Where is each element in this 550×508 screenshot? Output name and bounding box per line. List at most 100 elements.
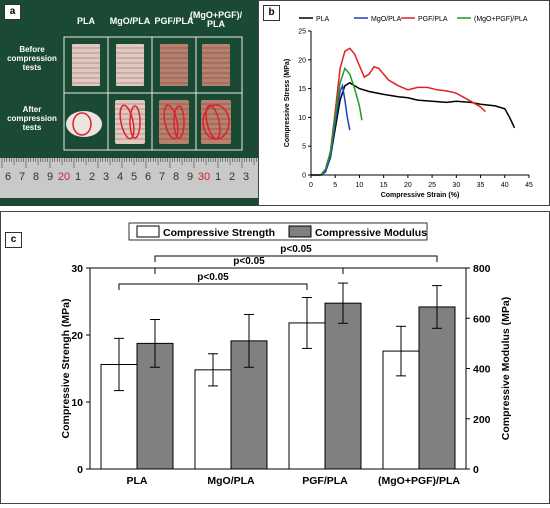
x-axis-label: Compressive Strain (%) bbox=[381, 192, 460, 199]
y-tick-label: 20 bbox=[71, 330, 83, 342]
y-tick-label: 25 bbox=[298, 29, 306, 36]
p-value-label: p<0.05 bbox=[233, 256, 265, 267]
p-value-label: p<0.05 bbox=[280, 244, 312, 255]
x-tick-label: PGF/PLA bbox=[302, 475, 348, 487]
ruler-number: 7 bbox=[159, 171, 165, 183]
panel-a-label: a bbox=[4, 4, 21, 20]
x-tick-label: PLA bbox=[127, 475, 148, 487]
ruler-number: 2 bbox=[229, 171, 235, 183]
ruler-number: 1 bbox=[75, 171, 81, 183]
y-tick-label: 10 bbox=[71, 397, 83, 409]
significance-bracket: p<0.05 bbox=[154, 256, 344, 274]
column-header: MgO/PLA bbox=[110, 16, 151, 26]
ruler bbox=[0, 158, 258, 198]
bar-modulus bbox=[324, 302, 362, 470]
y2-tick-label: 600 bbox=[473, 313, 491, 325]
x-tick-label: 25 bbox=[428, 182, 436, 189]
bracket-line bbox=[154, 255, 438, 262]
legend-label: PGF/PLA bbox=[418, 16, 448, 23]
y-axis-label: Compressive Stress (MPa) bbox=[284, 59, 291, 147]
x-tick-label: 5 bbox=[333, 182, 337, 189]
legend-label: PLA bbox=[316, 16, 330, 23]
legend-label: Compressive Strength bbox=[163, 227, 275, 239]
x-tick-label: MgO/PLA bbox=[207, 475, 255, 487]
sample-after bbox=[201, 100, 231, 144]
y-axis-label: Compressive Strengh (MPa) bbox=[60, 298, 72, 438]
bar-modulus bbox=[418, 306, 456, 470]
series-line bbox=[311, 82, 351, 176]
sample-before bbox=[202, 44, 230, 86]
sample-after bbox=[66, 111, 102, 137]
ruler-number: 2 bbox=[89, 171, 95, 183]
ruler-number: 8 bbox=[173, 171, 179, 183]
y-tick-label: 30 bbox=[71, 263, 83, 275]
failure-circle bbox=[202, 104, 230, 140]
x-tick-label: 35 bbox=[477, 182, 485, 189]
p-value-label: p<0.05 bbox=[197, 272, 229, 283]
significance-bracket: p<0.05 bbox=[118, 272, 308, 290]
legend: Compressive Strength Compressive Modulus bbox=[128, 222, 428, 241]
sample-block bbox=[202, 44, 230, 86]
ruler-number: 6 bbox=[5, 171, 11, 183]
x-tick-label: 20 bbox=[404, 182, 412, 189]
series-line bbox=[311, 81, 516, 176]
ruler-number: 8 bbox=[33, 171, 39, 183]
sample-before bbox=[160, 44, 188, 86]
samples-photo: PLA MgO/PLA PGF/PLA(MgO+PGF)/PLA Before comp… bbox=[0, 10, 264, 198]
row-label-after: After compression tests bbox=[7, 105, 57, 132]
legend-label: MgO/PLA bbox=[371, 16, 402, 23]
failure-circle bbox=[163, 104, 179, 140]
y2-axis-label: Compressive Modulus (MPa) bbox=[500, 297, 512, 441]
y2-tick-label: 800 bbox=[473, 263, 491, 275]
sample-after bbox=[159, 100, 189, 144]
panel-c-label: c bbox=[5, 232, 22, 248]
x-tick-label: (MgO+PGF)/PLA bbox=[378, 475, 460, 487]
ruler-number: 1 bbox=[215, 171, 221, 183]
failure-circle bbox=[129, 105, 141, 139]
column-header: PGF/PLA bbox=[154, 16, 194, 26]
failure-circle bbox=[72, 112, 92, 136]
ruler-number: 3 bbox=[243, 171, 249, 183]
sample-block bbox=[116, 44, 144, 86]
x-tick-label: 45 bbox=[525, 182, 533, 189]
significance-bracket: p<0.05 bbox=[154, 244, 438, 262]
x-tick-label: 10 bbox=[356, 182, 364, 189]
x-tick-label: 0 bbox=[309, 182, 313, 189]
sample-after bbox=[115, 100, 145, 144]
bracket-line bbox=[154, 267, 344, 274]
ruler-number: 7 bbox=[19, 171, 25, 183]
series-line bbox=[311, 66, 363, 176]
y-tick-label: 20 bbox=[298, 57, 306, 64]
failure-circle bbox=[119, 104, 135, 140]
y-tick-label: 5 bbox=[302, 144, 306, 151]
ruler-number: 30 bbox=[198, 171, 210, 183]
row-label-before: Before compression tests bbox=[7, 45, 57, 72]
bracket-line bbox=[118, 283, 308, 290]
compression-bar-chart: Compressive Strength Compressive Modulus P… bbox=[60, 222, 512, 487]
panel-a-photo: a PLA MgO/PLA PGF/PLA (MgO+PGF)/PLA Before co… bbox=[0, 0, 264, 206]
column-header: PLA bbox=[77, 16, 96, 26]
x-tick-label: 40 bbox=[501, 182, 509, 189]
panel-b-chart: b 0 5 10 15 20 25 30 35 40 45 0 5 10 15 20 25 Compressiv… bbox=[258, 0, 550, 206]
ruler-number: 6 bbox=[145, 171, 151, 183]
legend-label: Compressive Modulus bbox=[315, 227, 427, 239]
sample-block bbox=[201, 100, 231, 144]
ruler-number: 5 bbox=[131, 171, 137, 183]
ruler-number: 9 bbox=[47, 171, 53, 183]
ruler-number: 20 bbox=[58, 171, 70, 183]
y2-tick-label: 0 bbox=[473, 464, 479, 476]
panel-c-chart: c Compressive Strength Compressive Modulu… bbox=[0, 211, 550, 504]
failure-circle bbox=[173, 105, 185, 139]
column-header: (MgO+PGF)/PLA bbox=[190, 10, 243, 29]
legend-swatch bbox=[288, 225, 312, 238]
ruler-number: 4 bbox=[117, 171, 123, 183]
y-tick-label: 10 bbox=[298, 115, 306, 122]
ruler-number: 3 bbox=[103, 171, 109, 183]
sample-before bbox=[72, 44, 100, 86]
panel-b-label: b bbox=[263, 5, 280, 21]
x-tick-label: 15 bbox=[380, 182, 388, 189]
sample-before bbox=[116, 44, 144, 86]
y-tick-label: 15 bbox=[298, 86, 306, 93]
sample-block bbox=[72, 44, 100, 86]
series-line bbox=[311, 47, 486, 176]
